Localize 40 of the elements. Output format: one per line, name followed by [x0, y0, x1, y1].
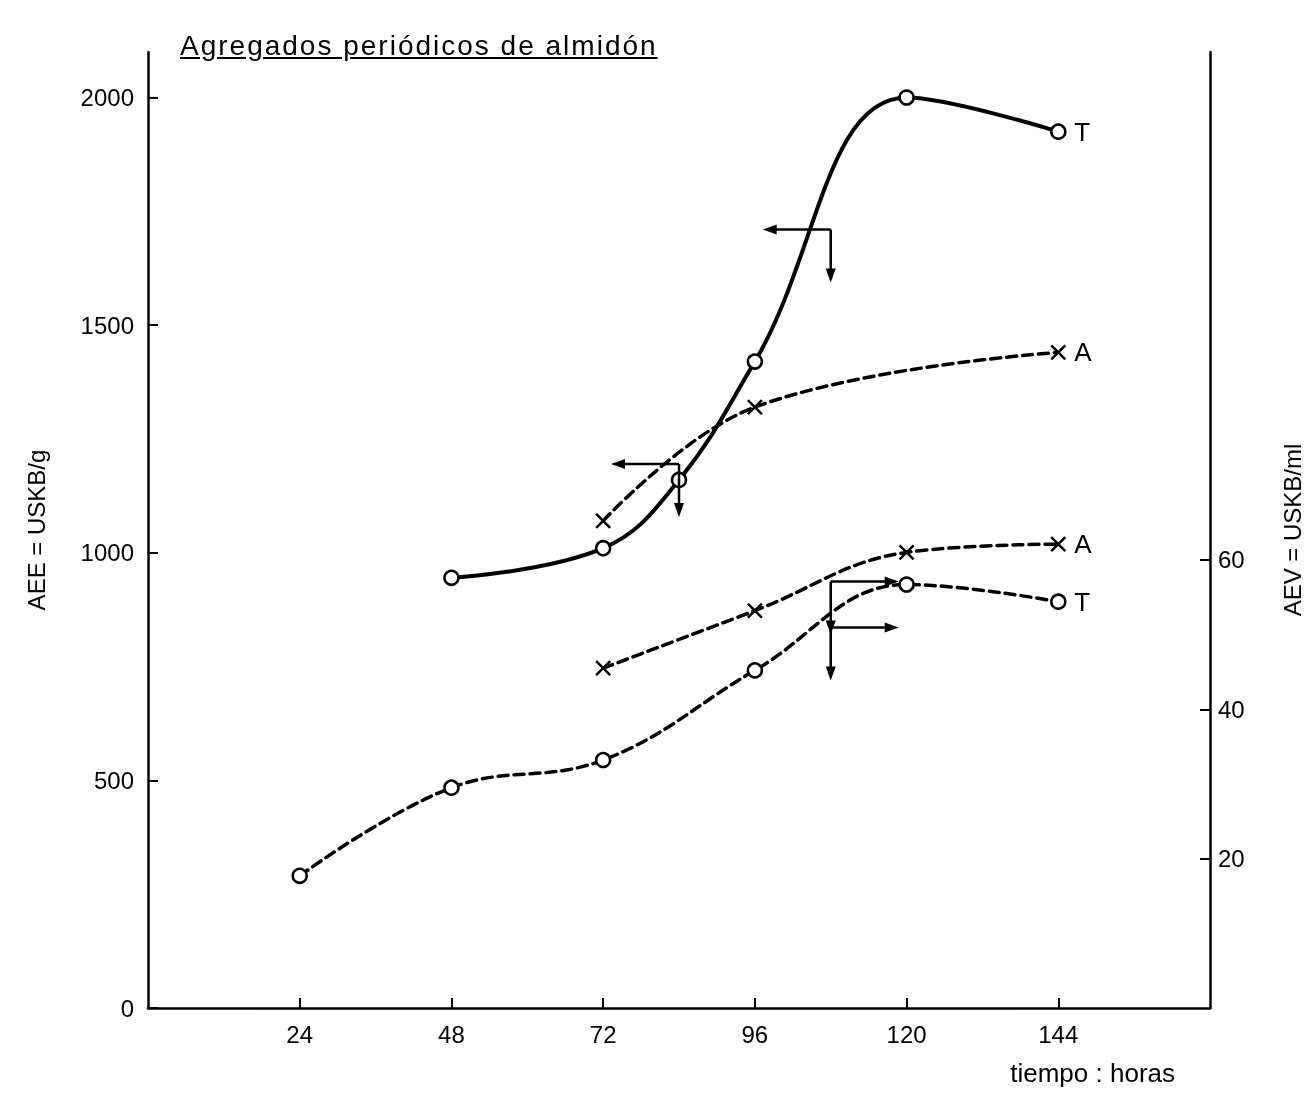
- point: [594, 751, 612, 769]
- point: [898, 89, 915, 106]
- point: [291, 867, 308, 885]
- chart-title: Agregados periódicos de almidón: [180, 30, 658, 62]
- y-axis-title: AEE = USKB/g: [22, 449, 50, 611]
- point: [1050, 593, 1067, 610]
- y-tick-label: 2000: [80, 84, 134, 112]
- point: [746, 398, 764, 416]
- y-tick-label: 1000: [80, 539, 134, 567]
- x-axis-title: tiempo : horas: [1010, 1058, 1175, 1088]
- x-tick-label: 144: [1038, 1020, 1079, 1048]
- point: [1050, 344, 1067, 361]
- x-tick-label: 24: [286, 1020, 314, 1048]
- series-label: A: [1074, 529, 1093, 560]
- y2-tick-label: 40: [1218, 695, 1245, 723]
- y2-tick-label: 20: [1218, 845, 1245, 873]
- point: [746, 602, 764, 619]
- x-tick-label: 48: [438, 1020, 465, 1048]
- point: [898, 544, 915, 561]
- y-tick-label: 500: [93, 766, 134, 794]
- series-label: T: [1074, 586, 1091, 617]
- point: [746, 662, 764, 679]
- point: [594, 512, 612, 530]
- point: [443, 569, 460, 587]
- y2-axis-title: AEV = USKB/ml: [1278, 443, 1306, 617]
- series-label: T: [1074, 116, 1091, 147]
- series-label: A: [1074, 337, 1093, 368]
- point: [594, 659, 612, 677]
- y-tick-label: 0: [120, 994, 134, 1022]
- point: [594, 539, 612, 557]
- y2-tick-label: 60: [1218, 546, 1245, 574]
- point: [1050, 123, 1067, 140]
- point: [443, 779, 460, 796]
- y-tick-label: 1500: [80, 311, 134, 339]
- x-tick-label: 120: [886, 1020, 927, 1048]
- point: [1050, 535, 1067, 553]
- x-tick-label: 96: [741, 1020, 769, 1048]
- point: [746, 353, 764, 370]
- x-tick-label: 72: [589, 1020, 617, 1048]
- point: [898, 576, 915, 593]
